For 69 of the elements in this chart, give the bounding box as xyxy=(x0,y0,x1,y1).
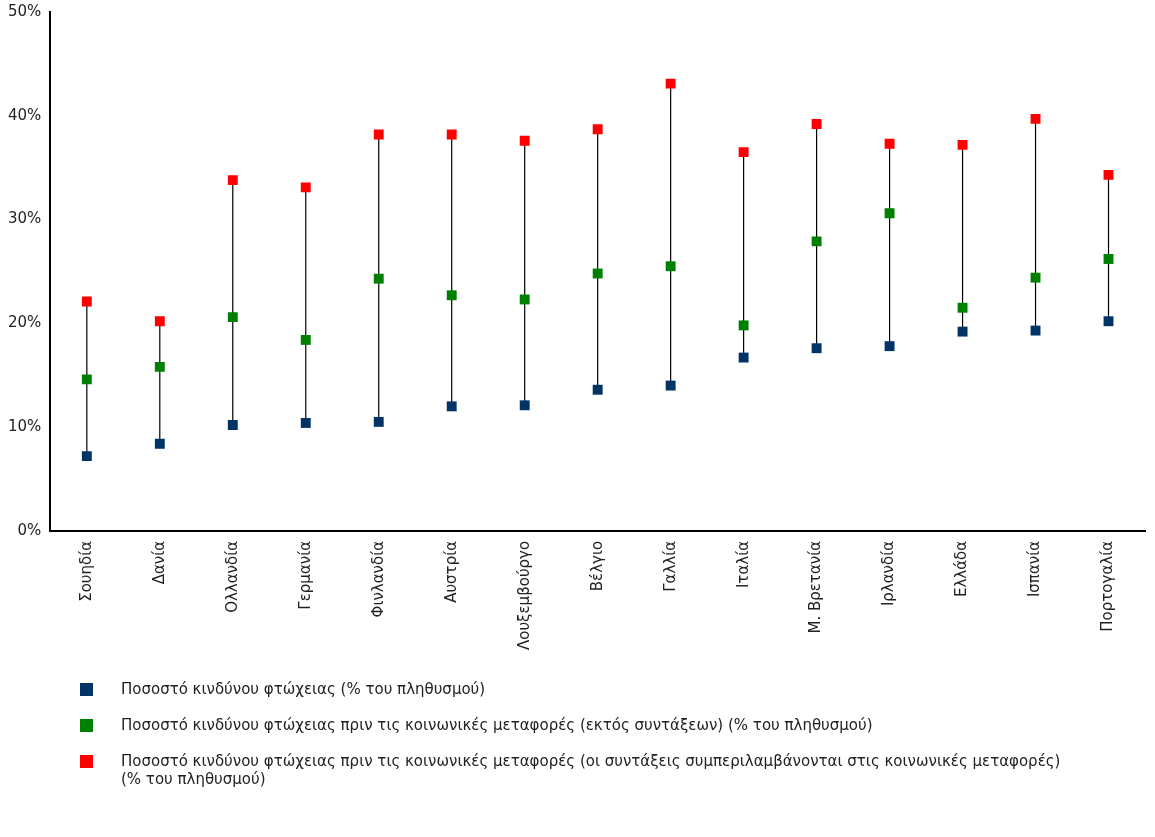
point xyxy=(227,312,238,323)
x-tick-label: Πορτογαλία xyxy=(1098,540,1117,632)
point xyxy=(446,290,457,301)
x-tick-label: Φινλανδία xyxy=(368,540,387,618)
point xyxy=(373,416,384,427)
point xyxy=(373,273,384,284)
x-tick-label: Ελλάδα xyxy=(952,540,971,598)
point xyxy=(1103,169,1114,180)
point xyxy=(738,147,749,158)
point xyxy=(81,374,92,385)
point xyxy=(1030,113,1041,124)
point xyxy=(884,208,895,219)
point xyxy=(300,182,311,193)
x-tick-label: Ισπανία xyxy=(1025,540,1044,598)
y-tick-label: 40% xyxy=(8,105,42,124)
point xyxy=(592,268,603,279)
x-tick-label: Ολλανδία xyxy=(222,540,241,613)
point xyxy=(373,129,384,140)
point xyxy=(884,138,895,149)
point xyxy=(592,124,603,135)
point xyxy=(300,417,311,428)
point xyxy=(154,361,165,372)
point xyxy=(1103,316,1114,327)
y-tick-label: 20% xyxy=(8,313,42,332)
point xyxy=(227,420,238,430)
point xyxy=(154,438,165,449)
x-tick-label: Γερμανία xyxy=(295,540,314,610)
x-tick-label: Ιρλανδία xyxy=(879,540,898,607)
point xyxy=(519,135,530,146)
point xyxy=(519,400,530,411)
x-tick-label: Γαλλία xyxy=(660,540,679,592)
point xyxy=(300,334,311,345)
point xyxy=(1103,254,1114,264)
point xyxy=(227,175,238,186)
point xyxy=(811,343,822,354)
y-tick-label: 50% xyxy=(8,1,42,20)
x-tick-label: Λουξεμβούργο xyxy=(514,540,533,650)
legend-label: Ποσοστό κινδύνου φτώχειας πριν τις κοινωνικές μεταφορές (εκτός συντάξεων) (% του πληθυσμού) xyxy=(121,716,873,734)
point xyxy=(738,320,749,331)
point xyxy=(81,451,92,462)
point xyxy=(1030,272,1041,283)
point xyxy=(665,261,676,272)
point xyxy=(1030,325,1041,336)
y-tick-label: 0% xyxy=(17,520,42,539)
point xyxy=(957,139,968,150)
point xyxy=(154,316,165,327)
point xyxy=(738,352,749,363)
x-tick-label: Ιταλία xyxy=(733,540,752,589)
point xyxy=(519,294,530,305)
x-tick-label: Αυστρία xyxy=(441,540,460,603)
point xyxy=(592,384,603,395)
point xyxy=(884,341,895,352)
point xyxy=(446,129,457,140)
legend-label: Ποσοστό κινδύνου φτώχειας (% του πληθυσμού) xyxy=(121,680,486,698)
point xyxy=(811,119,822,130)
point xyxy=(957,326,968,337)
point xyxy=(446,401,457,412)
point xyxy=(81,296,92,307)
x-tick-label: Σουηδία xyxy=(76,540,95,602)
point xyxy=(665,380,676,391)
legend-label: Ποσοστό κινδύνου φτώχειας πριν τις κοινωνικές μεταφορές (οι συντάξεις συμπεριλαμβάνονται στις κοινωνικές μεταφορές) (% του πληθυσμού) xyxy=(121,752,1062,788)
point xyxy=(957,302,968,313)
x-tick-label: Δανία xyxy=(149,540,168,585)
x-tick-label: Βέλγιο xyxy=(587,540,606,592)
point xyxy=(665,78,676,89)
y-tick-label: 30% xyxy=(8,209,42,228)
x-tick-label: Μ. Βρετανία xyxy=(806,540,825,634)
y-tick-label: 10% xyxy=(8,416,42,435)
point xyxy=(811,236,822,247)
